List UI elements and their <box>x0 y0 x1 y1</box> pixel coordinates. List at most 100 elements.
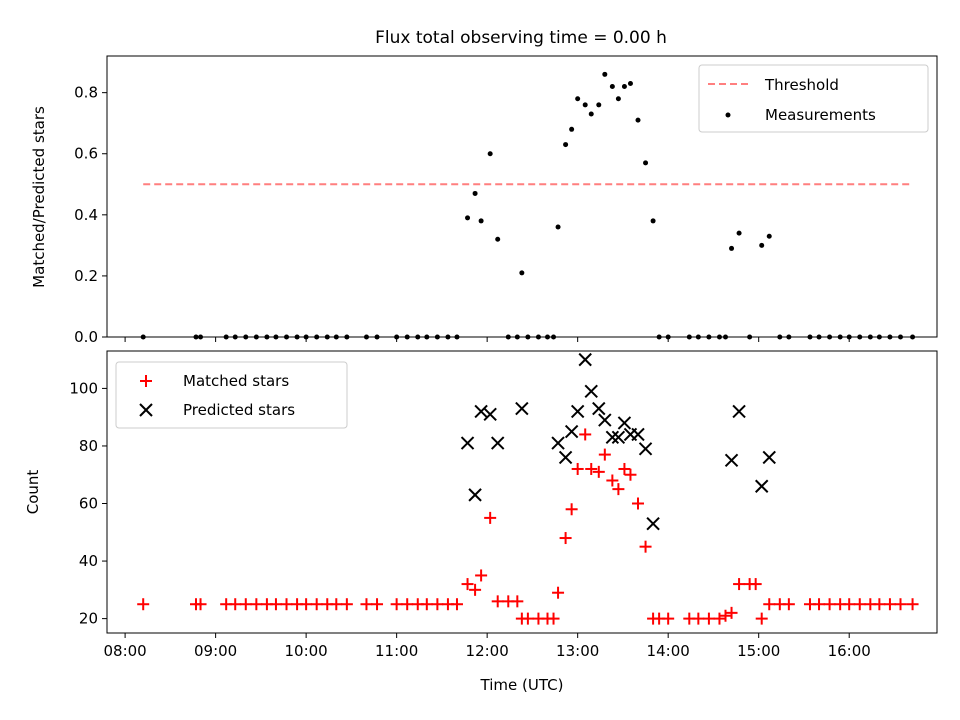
measurement-point <box>706 334 712 340</box>
legend-matched-swatch <box>140 375 152 387</box>
matched-point <box>229 598 242 611</box>
predicted-point <box>468 488 482 502</box>
matched-point <box>906 598 919 611</box>
measurement-point <box>766 233 772 239</box>
predicted-point <box>564 424 579 439</box>
measurement-point <box>887 334 893 340</box>
predicted-point <box>558 450 573 465</box>
count-y-tick-label: 20 <box>79 610 98 628</box>
x-tick-label: 11:00 <box>375 642 418 660</box>
matched-point <box>420 598 433 611</box>
matched-point <box>559 532 572 545</box>
ratio-panel: 0.00.20.40.60.8 Matched/Predicted stars … <box>30 55 938 346</box>
legend-measurements-swatch <box>725 112 731 118</box>
legend-matched-label: Matched stars <box>183 372 289 390</box>
measurement-point <box>505 334 511 340</box>
matched-point <box>843 598 856 611</box>
matched-point <box>592 465 605 478</box>
matched-point <box>300 598 313 611</box>
matched-point <box>511 595 524 608</box>
measurement-point <box>324 334 330 340</box>
matched-point <box>749 578 762 591</box>
x-tick-label: 09:00 <box>194 642 237 660</box>
measurement-point <box>487 151 493 157</box>
count-y-axis-label: Count <box>24 470 42 515</box>
measurement-point <box>198 334 204 340</box>
measurement-point <box>582 102 588 108</box>
measurement-point <box>434 334 440 340</box>
measurement-point <box>394 334 400 340</box>
matched-point <box>552 586 565 599</box>
measurement-point <box>264 334 270 340</box>
predicted-point <box>483 407 497 422</box>
ratio-y-axis-label: Matched/Predicted stars <box>30 106 48 288</box>
matched-point <box>692 612 705 625</box>
measurement-point <box>807 334 813 340</box>
count-y-tick-label: 80 <box>79 437 98 455</box>
measurement-point <box>551 334 557 340</box>
matched-point <box>484 511 497 524</box>
matched-point <box>733 578 746 591</box>
matched-point <box>585 462 598 475</box>
measurement-point <box>223 334 229 340</box>
matched-point <box>390 598 403 611</box>
measurement-point <box>563 142 569 148</box>
ratio-y-tick-label: 0.0 <box>74 328 98 346</box>
matched-point <box>269 598 282 611</box>
matched-point <box>725 606 738 619</box>
measurement-point <box>615 96 621 102</box>
measurement-point <box>897 334 903 340</box>
measurement-point <box>374 334 380 340</box>
matched-point <box>755 612 768 625</box>
predicted-point <box>605 430 620 445</box>
measurement-point <box>837 334 843 340</box>
measurement-point <box>846 334 852 340</box>
matched-point <box>853 598 866 611</box>
measurement-point <box>495 236 501 242</box>
measurement-point <box>602 71 608 77</box>
measurement-point <box>656 334 662 340</box>
matched-point <box>894 598 907 611</box>
matched-point <box>579 428 592 441</box>
x-tick-label: 15:00 <box>737 642 780 660</box>
predicted-point <box>491 436 505 450</box>
measurement-point <box>140 334 146 340</box>
matched-point <box>571 462 584 475</box>
x-tick-label: 14:00 <box>647 642 690 660</box>
measurement-point <box>344 334 350 340</box>
matched-point <box>632 497 645 510</box>
predicted-point <box>474 404 488 419</box>
matched-point <box>883 598 896 611</box>
legend-threshold-label: Threshold <box>764 76 839 94</box>
matched-point <box>469 583 482 596</box>
matched-point <box>782 598 795 611</box>
measurement-point <box>253 334 259 340</box>
measurement-point <box>575 96 581 102</box>
matched-point <box>461 578 474 591</box>
matched-point <box>662 612 675 625</box>
matched-point <box>618 462 631 475</box>
matched-point <box>239 598 252 611</box>
measurement-point <box>465 215 471 221</box>
predicted-point <box>638 442 653 456</box>
x-axis-label: Time (UTC) <box>480 676 564 694</box>
matched-point <box>873 598 886 611</box>
predicted-point <box>755 479 769 493</box>
matched-point <box>137 598 150 611</box>
ratio-y-tick-label: 0.4 <box>74 206 98 224</box>
count-panel: 20 40 60 80 100 08:00 09:00 10:00 11:00 12:00 13:… <box>24 350 938 660</box>
x-tick-label: 08:00 <box>103 642 146 660</box>
measurement-point <box>627 80 633 86</box>
predicted-point <box>460 436 475 450</box>
measurement-point <box>723 334 729 340</box>
matched-point <box>401 598 414 611</box>
measurement-point <box>525 334 531 340</box>
matched-point <box>612 483 625 496</box>
x-tick-label: 10:00 <box>285 642 328 660</box>
predicted-point <box>631 427 645 442</box>
measurement-point <box>876 334 882 340</box>
measurement-point <box>816 334 822 340</box>
count-y-tick-label: 60 <box>79 495 98 513</box>
measurement-point <box>686 334 692 340</box>
ratio-plot-frame <box>106 55 938 338</box>
